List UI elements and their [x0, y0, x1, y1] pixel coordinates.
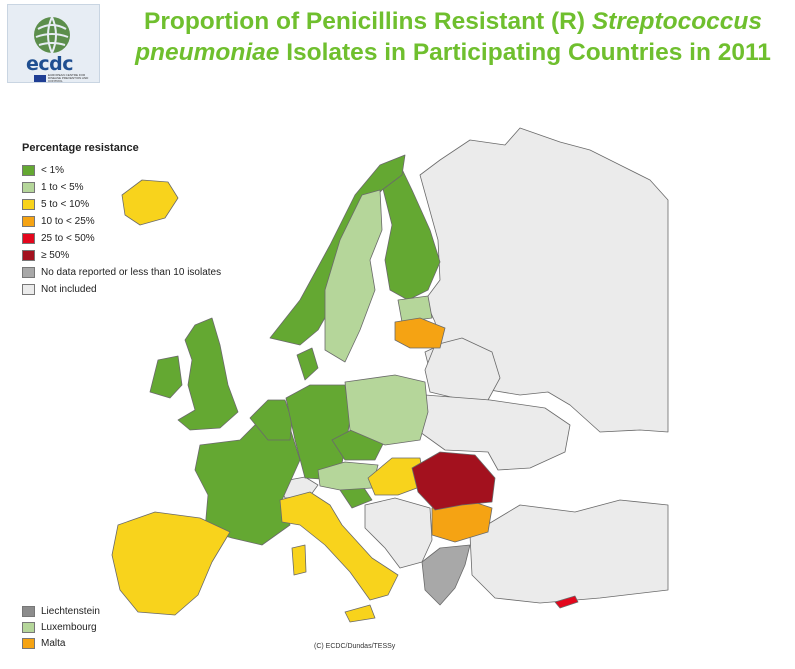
legend-item: 1 to < 5%: [22, 179, 221, 196]
small-country-swatch: [22, 637, 35, 649]
map-turkey: [469, 499, 669, 604]
small-country-swatch: [22, 605, 35, 617]
small-country-label: Luxembourg: [41, 621, 97, 633]
legend: < 1% 1 to < 5% 5 to < 10% 10 to < 25% 25…: [22, 162, 221, 298]
legend-swatch: [22, 267, 35, 278]
small-countries-legend: Liechtenstein Luxembourg Malta: [22, 603, 100, 651]
legend-swatch: [22, 182, 35, 193]
small-country-item: Luxembourg: [22, 619, 100, 635]
legend-swatch: [22, 284, 35, 295]
small-country-item: Liechtenstein: [22, 603, 100, 619]
legend-label: ≥ 50%: [41, 250, 70, 261]
map-poland: [344, 374, 429, 446]
map-cyprus: [554, 595, 579, 609]
map-balkans: [364, 497, 433, 569]
legend-item: Not included: [22, 281, 221, 298]
map-sweden: [324, 189, 383, 363]
legend-swatch: [22, 216, 35, 227]
eu-flag-icon: [34, 75, 46, 82]
legend-label: 25 to < 50%: [41, 233, 95, 244]
legend-label: No data reported or less than 10 isolate…: [41, 267, 222, 278]
map-sardinia: [291, 544, 307, 576]
legend-item: 5 to < 10%: [22, 196, 221, 213]
logo-wordmark: ecdc: [26, 53, 74, 75]
legend-label: < 1%: [41, 165, 65, 176]
legend-label: 1 to < 5%: [41, 182, 84, 193]
title-italic-1: Streptococcus: [591, 8, 763, 35]
legend-swatch: [22, 250, 35, 261]
legend-label: 10 to < 25%: [41, 216, 95, 227]
logo-tagline: EUROPEAN CENTRE FOR DISEASE PREVENTION A…: [48, 73, 89, 83]
title-part-2: Isolates in Participating Countries in 2…: [279, 39, 771, 66]
small-country-label: Liechtenstein: [41, 605, 100, 617]
legend-title: Percentage resistance: [22, 142, 139, 154]
map-greece: [421, 544, 471, 606]
map-italy: [279, 491, 399, 601]
globe-icon: [34, 16, 70, 54]
legend-item: < 1%: [22, 162, 221, 179]
map-estonia: [397, 295, 433, 323]
map-iberia: [111, 511, 231, 616]
legend-swatch: [22, 233, 35, 244]
page-title: Proportion of Penicillins Resistant (R) …: [118, 6, 788, 68]
small-country-label: Malta: [41, 637, 66, 649]
small-country-swatch: [22, 621, 35, 633]
legend-label: 5 to < 10%: [41, 199, 90, 210]
small-country-item: Malta: [22, 635, 100, 651]
map-ukraine: [419, 394, 571, 471]
map-finland: [381, 164, 441, 301]
credit-text: (C) ECDC/Dundas/TESSy: [314, 643, 396, 650]
map-romania: [411, 451, 496, 511]
map-denmark: [296, 347, 319, 381]
legend-item: 10 to < 25%: [22, 213, 221, 230]
map-latvia: [394, 317, 446, 349]
legend-swatch: [22, 199, 35, 210]
map-uk: [177, 317, 239, 431]
map-sicily: [344, 604, 376, 623]
map-ireland: [149, 355, 183, 399]
title-italic-2: pneumoniae: [135, 39, 280, 66]
map-iceland: [121, 179, 179, 226]
legend-item: 25 to < 50%: [22, 230, 221, 247]
legend-item: No data reported or less than 10 isolate…: [22, 264, 221, 281]
legend-swatch: [22, 165, 35, 176]
ecdc-logo: ecdc EUROPEAN CENTRE FOR DISEASE PREVENT…: [7, 4, 100, 83]
legend-item: ≥ 50%: [22, 247, 221, 264]
title-part-1: Proportion of Penicillins Resistant (R): [143, 8, 592, 35]
legend-label: Not included: [41, 284, 97, 295]
